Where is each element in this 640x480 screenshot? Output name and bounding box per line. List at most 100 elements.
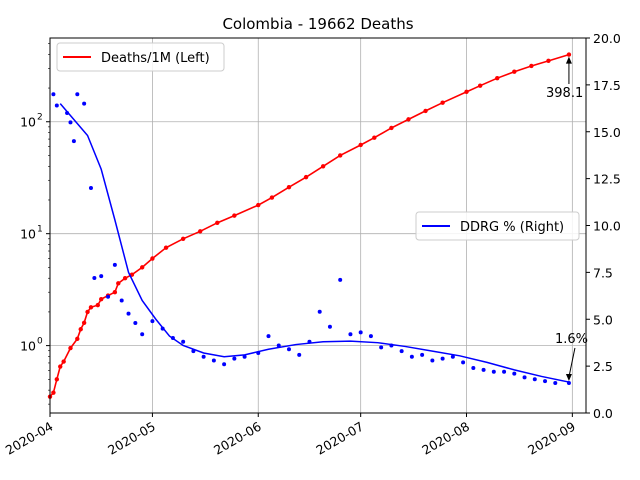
ddrg-point — [420, 352, 425, 357]
ddrg-point — [126, 311, 131, 316]
ddrg-point — [71, 139, 76, 144]
deaths-point — [464, 89, 469, 95]
annotation-right-value: 1.6% — [555, 332, 588, 347]
deaths-point — [337, 153, 343, 158]
ddrg-point — [51, 92, 56, 97]
deaths-point — [358, 142, 363, 148]
ddrg-point — [242, 354, 247, 359]
ddrg-point — [512, 371, 517, 376]
deaths-point — [477, 83, 483, 88]
ddrg-point — [409, 354, 414, 359]
deaths-point — [198, 229, 203, 234]
ddrg-trend-line — [59, 103, 570, 383]
deaths-point — [99, 296, 104, 302]
ddrg-point — [54, 103, 59, 108]
ddrg-point — [358, 330, 363, 335]
right-tick-label: 15.0 — [593, 125, 621, 140]
series-layer — [47, 52, 572, 399]
deaths-point — [54, 377, 60, 382]
ddrg-point — [106, 294, 111, 299]
ddrg-point — [532, 377, 537, 382]
ddrg-point — [92, 276, 97, 280]
deaths-point — [112, 290, 118, 295]
deaths-point — [303, 174, 309, 180]
deaths-point — [58, 364, 63, 369]
deaths-point — [389, 125, 394, 131]
deaths-point — [88, 305, 94, 310]
ddrg-point — [327, 324, 332, 329]
deaths-point — [61, 359, 66, 364]
left-tick-label: 10 — [20, 339, 36, 354]
legend-right: DDRG % (Right) — [415, 211, 580, 241]
deaths-point — [68, 345, 73, 351]
ddrg-point — [338, 277, 343, 282]
ddrg-point — [112, 262, 117, 267]
annotations: 398.1 1.6% — [546, 56, 588, 381]
left-tick-exponent: 1 — [37, 225, 43, 235]
ddrg-point — [82, 101, 87, 106]
deaths-point — [566, 52, 572, 57]
deaths-point — [81, 320, 87, 325]
deaths-point — [215, 220, 220, 226]
ddrg-point — [430, 358, 435, 363]
deaths-point — [232, 213, 237, 218]
ddrg-point — [399, 349, 404, 354]
legend-left-box — [56, 42, 225, 72]
ddrg-point — [133, 321, 138, 325]
ddrg-point — [461, 360, 466, 365]
x-tick-label: 2020-04 — [3, 419, 56, 458]
legend-right-label: DDRG % (Right) — [460, 220, 564, 235]
x-tick-label: 2020-05 — [105, 419, 158, 458]
deaths-point — [78, 327, 83, 332]
ddrg-point — [553, 381, 558, 385]
deaths-point — [372, 135, 377, 140]
ddrg-point — [201, 354, 206, 359]
left-tick-label: 10 — [20, 115, 36, 130]
x-tick-label: 2020-06 — [211, 419, 264, 458]
ddrg-point — [502, 369, 507, 374]
ddrg-point — [471, 366, 476, 370]
ddrg-point — [543, 379, 548, 384]
deaths-point — [75, 336, 80, 342]
right-tick-label: 17.5 — [593, 78, 621, 93]
deaths-point — [269, 195, 275, 200]
ddrg-point — [450, 354, 455, 359]
ddrg-point — [522, 375, 527, 380]
deaths-point — [139, 265, 145, 270]
right-tick-label: 5.0 — [593, 312, 613, 327]
deaths-point — [529, 63, 534, 69]
ddrg-point — [211, 358, 216, 363]
deaths-point — [406, 117, 411, 122]
ddrg-point — [119, 298, 124, 303]
ddrg-point — [368, 334, 373, 339]
deaths-point — [163, 245, 169, 250]
right-tick-label: 10.0 — [593, 219, 621, 234]
deaths-point — [116, 281, 121, 286]
left-tick-exponent: 0 — [37, 337, 43, 347]
x-tick-label: 2020-08 — [419, 419, 472, 458]
deaths-point — [122, 276, 128, 281]
ddrg-point — [286, 347, 291, 352]
legend-right-box — [415, 211, 580, 241]
right-tick-label: 2.5 — [593, 359, 613, 374]
deaths-point — [51, 390, 56, 395]
deaths-point — [286, 185, 292, 190]
ddrg-point — [150, 319, 155, 324]
annotation-right-arrow — [568, 347, 576, 378]
legend-left: Deaths/1M (Left) — [56, 42, 225, 72]
ddrg-point — [276, 343, 281, 348]
left-tick-exponent: 2 — [37, 113, 43, 123]
ddrg-point — [491, 369, 496, 374]
deaths-point — [180, 236, 186, 241]
right-tick-label: 7.5 — [593, 265, 613, 280]
x-tick-label: 2020-09 — [525, 419, 578, 458]
ddrg-point — [68, 120, 73, 125]
legend-left-label: Deaths/1M (Left) — [101, 51, 210, 66]
right-tick-label: 20.0 — [593, 31, 621, 46]
ddrg-point — [266, 334, 271, 339]
ddrg-point — [232, 356, 237, 361]
chart-title: Colombia - 19662 Deaths — [222, 15, 413, 33]
right-tick-label: 12.5 — [593, 172, 621, 187]
deaths-point — [440, 100, 445, 105]
